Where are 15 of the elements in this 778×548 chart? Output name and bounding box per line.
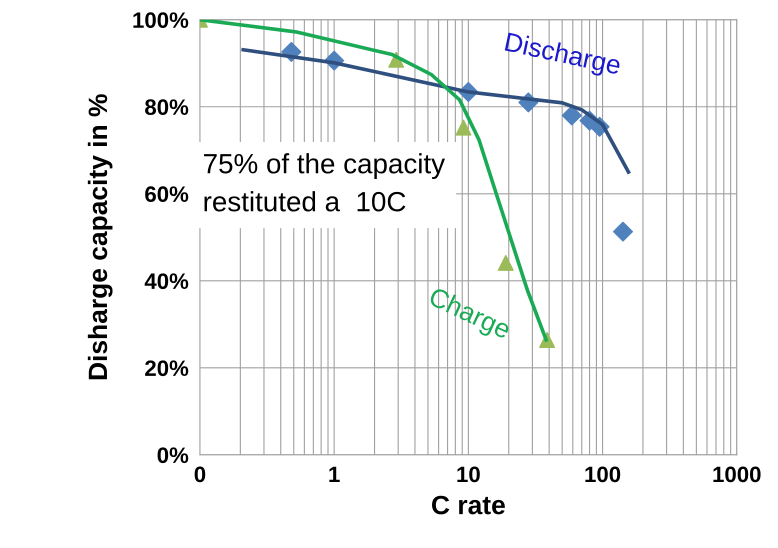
x-tick-label: 1 [329,466,340,482]
annotation: 75% of the capacity restituted a 10C [204,153,446,212]
y-tick-label: 60% [145,186,188,202]
y-tick-label: 100% [133,12,188,28]
x-tick-label: 1000 [713,466,761,482]
y-tick-label: 40% [144,273,188,290]
x-tick-label: 10 [457,466,480,482]
y-axis-title: Disharge capacity in % [88,94,113,380]
text: Discharge [504,32,622,80]
x-tick-label: 100 [585,466,620,482]
y-tick-label: 20% [145,360,188,376]
y-tick-label: 0% [158,447,188,464]
x-tick-label: 0 [194,466,206,482]
y-tick-label: 80% [145,99,188,116]
x-axis-title: C rate [432,496,505,514]
